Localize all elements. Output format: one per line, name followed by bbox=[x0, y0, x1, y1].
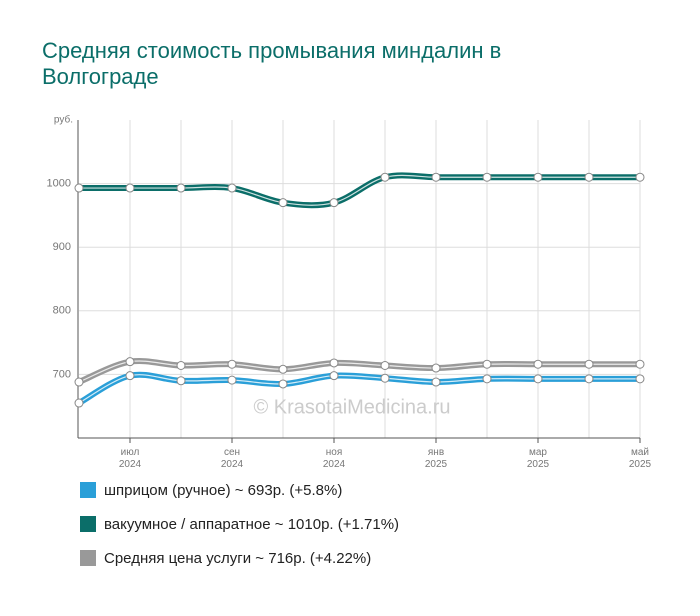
data-point bbox=[125, 357, 135, 367]
legend-item[interactable]: вакуумное / аппаратное ~ 1010р. (+1.71%) bbox=[80, 516, 399, 533]
data-point bbox=[584, 359, 594, 369]
data-point bbox=[278, 364, 288, 374]
data-point bbox=[125, 371, 135, 381]
y-tick-label: 700 bbox=[53, 368, 71, 380]
legend-swatch bbox=[80, 516, 96, 532]
x-tick-label: мар 2025 bbox=[527, 447, 550, 470]
data-point bbox=[635, 172, 645, 182]
data-point bbox=[176, 376, 186, 386]
legend-label: Средняя цена услуги ~ 716р. (+4.22%) bbox=[104, 550, 372, 567]
data-point bbox=[74, 183, 84, 193]
legend-swatch bbox=[80, 550, 96, 566]
y-tick-label: 900 bbox=[53, 241, 71, 253]
x-tick-label: май 2025 bbox=[629, 447, 652, 470]
data-point bbox=[380, 172, 390, 182]
data-point bbox=[635, 374, 645, 384]
data-point bbox=[431, 172, 441, 182]
data-point bbox=[533, 172, 543, 182]
chart-title: Средняя стоимость промывания миндалин в … bbox=[42, 38, 502, 89]
data-point bbox=[329, 358, 339, 368]
data-point bbox=[584, 374, 594, 384]
legend-item[interactable]: шприцом (ручное) ~ 693р. (+5.8%) bbox=[80, 482, 342, 499]
data-point bbox=[176, 360, 186, 370]
data-point bbox=[533, 374, 543, 384]
data-point bbox=[74, 398, 84, 408]
data-point bbox=[125, 183, 135, 193]
data-point bbox=[227, 359, 237, 369]
data-point bbox=[329, 371, 339, 381]
x-tick-label: сен 2024 bbox=[221, 447, 244, 470]
data-point bbox=[584, 172, 594, 182]
data-point bbox=[380, 373, 390, 383]
data-point bbox=[431, 363, 441, 373]
data-point bbox=[227, 375, 237, 385]
data-point bbox=[482, 172, 492, 182]
data-point bbox=[482, 374, 492, 384]
y-axis-label: руб. bbox=[54, 114, 73, 126]
legend-label: вакуумное / аппаратное ~ 1010р. (+1.71%) bbox=[104, 516, 400, 533]
y-tick-label: 800 bbox=[53, 305, 71, 317]
legend-swatch bbox=[80, 482, 96, 498]
data-point bbox=[431, 377, 441, 387]
legend-label: шприцом (ручное) ~ 693р. (+5.8%) bbox=[104, 482, 343, 499]
watermark: © KrasotaiMedicina.ru bbox=[253, 396, 450, 418]
legend-item[interactable]: Средняя цена услуги ~ 716р. (+4.22%) bbox=[80, 550, 371, 567]
data-point bbox=[227, 183, 237, 193]
y-tick-label: 1000 bbox=[47, 178, 71, 190]
data-point bbox=[635, 359, 645, 369]
data-point bbox=[74, 377, 84, 387]
data-point bbox=[482, 359, 492, 369]
data-point bbox=[176, 183, 186, 193]
x-tick-label: ноя 2024 bbox=[323, 447, 346, 470]
data-point bbox=[278, 198, 288, 208]
x-tick-label: янв 2025 bbox=[425, 447, 448, 470]
data-point bbox=[278, 379, 288, 389]
data-point bbox=[329, 198, 339, 208]
x-tick-label: июл 2024 bbox=[119, 447, 142, 470]
data-point bbox=[533, 359, 543, 369]
data-point bbox=[380, 360, 390, 370]
